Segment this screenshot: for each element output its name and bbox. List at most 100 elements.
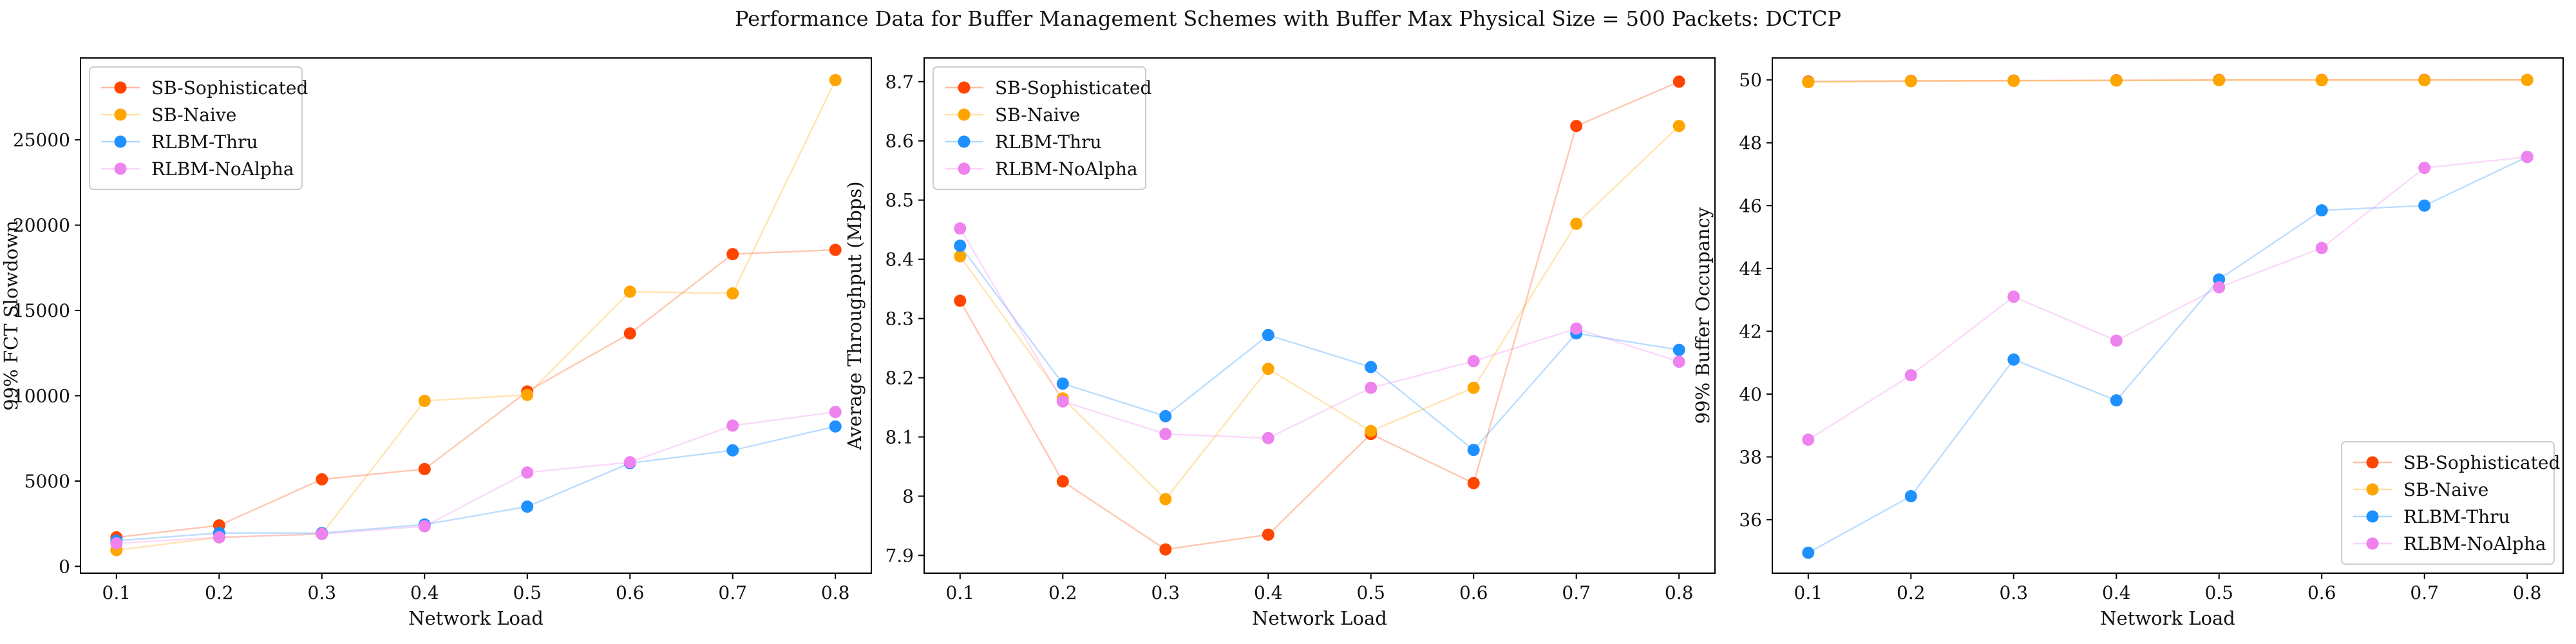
legend-label: SB-Naive [2403,479,2488,500]
data-point-sb-sophisticated [1056,475,1069,488]
data-point-rlbm-thru [521,500,534,513]
legend-marker [2366,510,2379,523]
x-tick-label: 0.6 [2307,582,2336,603]
y-axis-label: 99% Buffer Occupancy [1692,207,1714,424]
data-point-sb-naive [2213,74,2226,87]
data-point-rlbm-noalpha [829,406,842,419]
data-point-sb-sophisticated [1159,543,1172,556]
x-tick-label: 0.7 [2410,582,2439,603]
data-point-sb-naive [2315,74,2328,87]
series-line-rlbm-thru [1808,156,2528,554]
data-point-rlbm-thru [1159,410,1172,422]
chart-panel-2: 0.1 0.2 0.3 0.4 0.5 0.6 0.7 0.8 7.9 8 8.1 8.2 8.3 8.4… [844,57,1716,629]
x-tick-label: 0.2 [205,582,234,603]
data-point-rlbm-noalpha [623,456,636,469]
data-point-rlbm-noalpha [2315,242,2328,254]
legend-label: RLBM-Thru [2403,506,2510,527]
series-line-rlbm-thru [116,426,836,542]
data-point-rlbm-noalpha [2418,162,2431,175]
data-point-rlbm-noalpha [1365,381,1378,394]
legend-box [933,66,1146,190]
y-tick-label: 46 [1739,195,1762,216]
data-point-rlbm-thru [1467,444,1480,457]
data-point-rlbm-noalpha [1802,433,1815,446]
data-point-sb-naive [1904,75,1917,88]
data-point-sb-sophisticated [1570,120,1583,133]
data-point-sb-naive [1570,218,1583,230]
legend-label: RLBM-NoAlpha [995,158,1138,180]
x-tick-label: 0.6 [616,582,645,603]
data-point-rlbm-noalpha [1672,355,1685,368]
y-tick-label: 20000 [13,215,70,236]
legend: SB-Sophisticated SB-Naive RLBM-Thru RLBM-No… [933,66,1151,190]
data-point-rlbm-thru [2315,204,2328,217]
y-tick-label: 50 [1739,70,1762,91]
legend-box [2341,441,2555,565]
data-point-rlbm-noalpha [1570,322,1583,335]
y-tick-label: 48 [1739,133,1762,154]
y-tick-label: 25000 [13,129,70,151]
legend-label: RLBM-NoAlpha [2403,533,2546,554]
data-point-rlbm-noalpha [2521,151,2533,164]
y-tick-label: 8.1 [885,427,914,448]
legend-label: SB-Sophisticated [2403,452,2560,473]
y-tick-label: 38 [1739,447,1762,468]
x-tick-label: 0.8 [1665,582,1694,603]
y-tick-label: 0 [59,556,70,577]
data-point-sb-naive [2110,74,2123,87]
x-tick-label: 0.1 [1794,582,1823,603]
data-point-rlbm-noalpha [954,222,967,235]
data-point-rlbm-noalpha [2213,281,2226,294]
data-point-rlbm-thru [954,240,967,252]
data-point-rlbm-thru [1904,490,1917,502]
legend-label: RLBM-Thru [151,131,258,153]
data-point-rlbm-noalpha [1056,395,1069,408]
data-point-sb-sophisticated [954,294,967,307]
x-tick-label: 0.3 [1151,582,1180,603]
y-axis-label: 99% FCT Slowdown [0,220,22,411]
y-tick-label: 7.9 [885,545,914,566]
y-tick-label: 10000 [13,386,70,407]
series-line-sb-naive [116,79,837,551]
y-axis-label: Average Throughput (Mbps) [844,181,866,450]
legend-marker [958,108,971,121]
figure-title: Performance Data for Buffer Management S… [734,6,1841,31]
data-point-sb-sophisticated [316,473,328,486]
x-tick-label: 0.5 [2204,582,2233,603]
x-tick-label: 0.7 [1562,582,1591,603]
data-point-rlbm-noalpha [213,531,225,544]
data-point-rlbm-thru [726,444,739,457]
data-point-rlbm-noalpha [1262,431,1274,444]
y-tick-label: 8 [902,486,914,507]
legend-label: SB-Naive [995,104,1080,126]
data-point-sb-naive [418,395,431,407]
y-tick-label: 8.2 [885,368,914,389]
x-tick-label: 0.6 [1459,582,1488,603]
data-point-rlbm-noalpha [1904,369,1917,382]
series-line-sb-naive [1808,79,2528,83]
data-point-rlbm-thru [1802,546,1815,559]
x-axis-label: Network Load [1252,607,1387,629]
data-point-rlbm-noalpha [1467,355,1480,368]
legend-label: SB-Naive [151,104,236,126]
series-line-sb-naive [959,125,1680,500]
y-tick-label: 5000 [24,471,70,492]
legend-label: SB-Sophisticated [995,77,1151,99]
plot-frame [923,57,1716,574]
x-tick-label: 0.2 [1048,582,1077,603]
y-tick-label: 15000 [13,300,70,321]
legend: SB-Sophisticated SB-Naive RLBM-Thru RLBM-No… [89,66,308,190]
y-tick-label: 8.3 [885,308,914,330]
data-point-sb-naive [1467,381,1480,394]
x-tick-label: 0.4 [1254,582,1283,603]
data-point-rlbm-noalpha [316,527,328,540]
series-line-sb-sophisticated [116,249,836,538]
data-point-sb-sophisticated [623,327,636,340]
data-point-rlbm-noalpha [110,537,123,550]
data-point-sb-sophisticated [1467,477,1480,489]
chart-panel-1: 0.1 0.2 0.3 0.4 0.5 0.6 0.7 0.8 0 5000 10000 15000 2… [0,57,872,629]
data-point-rlbm-thru [1262,328,1274,341]
plot-frame [1772,57,2564,574]
data-point-rlbm-thru [829,420,842,433]
x-tick-label: 0.1 [946,582,975,603]
